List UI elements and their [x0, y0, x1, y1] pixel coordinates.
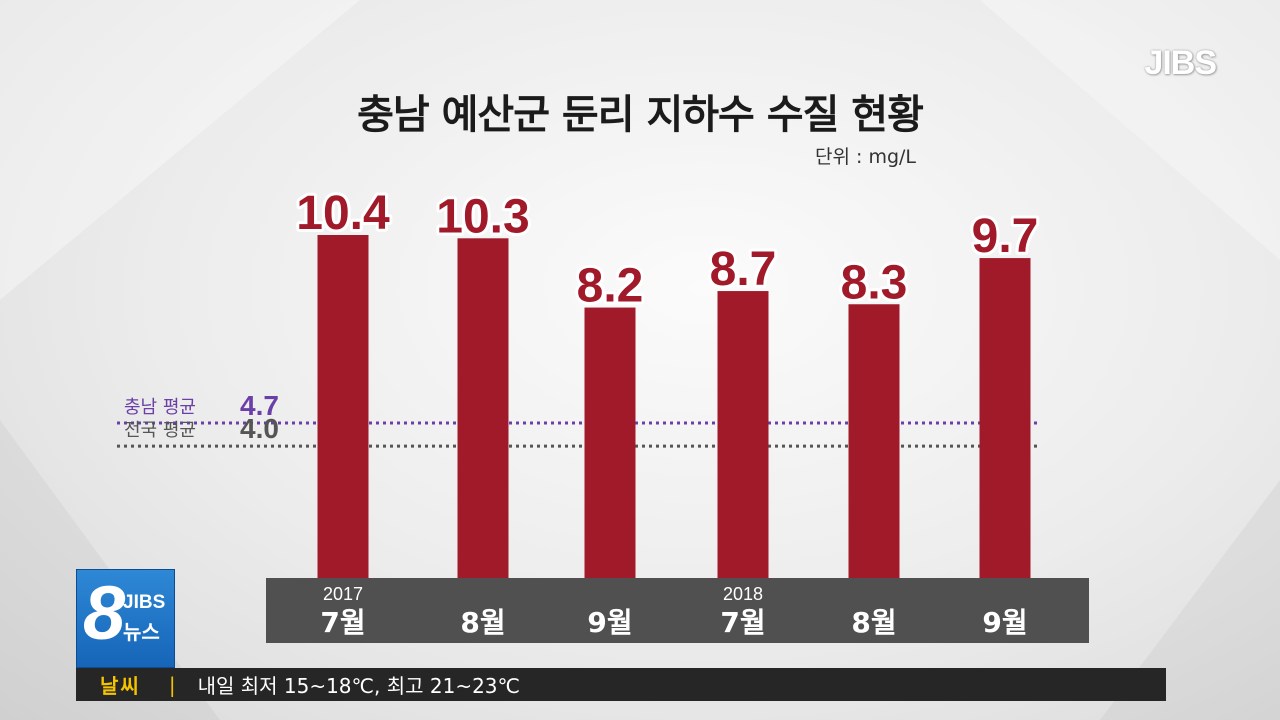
badge-label: 뉴스 [123, 620, 160, 644]
month-tick-label: 7월 [720, 606, 765, 639]
bar-value-labels: 10.4 10.3 8.2 8.7 8.3 9.7 [293, 184, 1041, 316]
bar-value-label: 9.7 [972, 210, 1039, 263]
ticker-category: 날씨 [100, 674, 141, 698]
chart-title: 충남 예산군 둔리 지하수 수질 현황 [357, 92, 924, 138]
bar-value-label: 8.3 [841, 256, 908, 309]
reference-line-label: 충남 평균 [124, 397, 196, 418]
badge-brand: JIBS [123, 592, 166, 613]
reference-lines: 충남 평균 4.7 전국 평균 4.0 [117, 390, 1040, 448]
bar-value-label: 10.4 [296, 187, 390, 240]
month-tick-label: 7월 [320, 606, 365, 639]
news-ticker: 날씨 | 내일 최저 15~18℃, 최고 21~23℃ [76, 668, 1166, 701]
year-tick-label: 2017 [323, 584, 363, 604]
year-tick-label: 2018 [723, 584, 763, 604]
bar-value-label: 8.7 [710, 243, 777, 296]
ticker-separator: | [168, 672, 176, 697]
bar [317, 235, 369, 578]
bars [317, 235, 1031, 578]
unit-label: 단위 : mg/L [815, 146, 916, 168]
bar [457, 238, 509, 578]
jibs-logo: JIBS [1144, 44, 1217, 82]
axis-band [266, 578, 1089, 643]
reference-line-label: 전국 평균 [124, 420, 196, 441]
month-tick-label: 9월 [982, 606, 1027, 639]
month-tick-label: 8월 [851, 606, 896, 639]
bar [848, 304, 900, 578]
bar [584, 307, 636, 578]
reference-line-value: 4.0 [240, 413, 279, 444]
badge-number: 8 [83, 571, 126, 656]
month-tick-label: 8월 [460, 606, 505, 639]
bar-value-label: 10.3 [436, 190, 529, 243]
bar [979, 258, 1031, 578]
ticker-text: 내일 최저 15~18℃, 최고 21~23℃ [197, 674, 520, 698]
bar [717, 291, 769, 578]
reference-line-value: 4.7 [240, 390, 279, 421]
bar-value-label: 8.2 [577, 260, 644, 313]
month-tick-label: 9월 [587, 606, 632, 639]
news-8-badge: 8 JIBS 뉴스 [76, 569, 175, 668]
